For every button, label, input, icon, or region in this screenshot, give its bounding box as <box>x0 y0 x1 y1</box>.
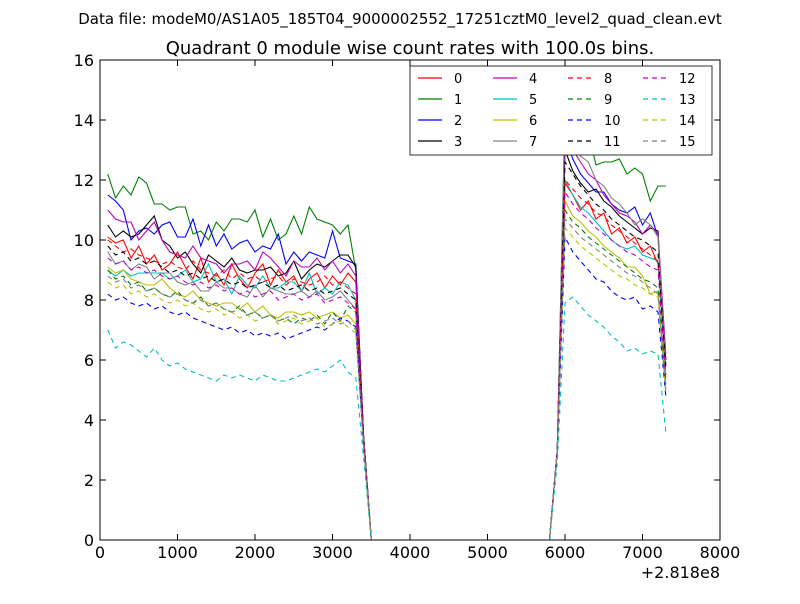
legend-label-0: 0 <box>454 72 462 87</box>
legend-label-14: 14 <box>679 114 696 129</box>
x-tick-label: 6000 <box>545 543 586 562</box>
legend-label-2: 2 <box>454 114 462 129</box>
y-tick-label: 6 <box>84 351 94 370</box>
x-tick-label: 8000 <box>700 543 741 562</box>
y-tick-label: 4 <box>84 411 94 430</box>
legend-label-10: 10 <box>604 114 621 129</box>
legend-label-9: 9 <box>604 93 612 108</box>
series-line-5 <box>107 177 667 540</box>
x-tick-label: 7000 <box>622 543 663 562</box>
legend-frame <box>409 65 713 156</box>
y-tick-label: 16 <box>74 51 94 70</box>
x-offset-label: +2.818e8 <box>641 563 720 582</box>
y-tick-label: 0 <box>84 531 94 550</box>
figure-suptitle: Data file: modeM0/AS1A05_185T04_90000025… <box>78 10 722 29</box>
legend-label-15: 15 <box>679 135 696 150</box>
series-line-2 <box>107 134 667 540</box>
legend-label-12: 12 <box>679 72 696 87</box>
y-tick-label: 14 <box>74 111 94 130</box>
y-tick-label: 8 <box>84 291 94 310</box>
legend-label-8: 8 <box>604 72 612 87</box>
series-line-10 <box>107 234 667 540</box>
series-line-3 <box>107 149 667 540</box>
y-tick-label: 10 <box>74 231 94 250</box>
legend-label-1: 1 <box>454 93 462 108</box>
legend-label-7: 7 <box>529 135 537 150</box>
series-line-15 <box>107 217 667 540</box>
y-tick-label: 2 <box>84 471 94 490</box>
series-line-9 <box>107 208 667 540</box>
series-line-13 <box>107 296 667 540</box>
legend-label-13: 13 <box>679 93 696 108</box>
legend-label-5: 5 <box>529 93 537 108</box>
x-tick-label: 4000 <box>390 543 431 562</box>
y-tick-label: 12 <box>74 171 94 190</box>
series-line-14 <box>107 226 667 540</box>
x-tick-label: 3000 <box>312 543 353 562</box>
x-tick-label: 0 <box>95 543 105 562</box>
x-tick-label: 5000 <box>467 543 508 562</box>
legend-label-6: 6 <box>529 114 537 129</box>
chart-title: Quadrant 0 module wise count rates with … <box>166 38 655 59</box>
legend-label-4: 4 <box>529 72 537 87</box>
x-axis: 0 1000 2000 3000 4000 5000 6000 7000 8000 <box>95 60 740 562</box>
legend-label-11: 11 <box>604 135 621 150</box>
series-line-12 <box>107 190 667 540</box>
x-tick-label: 1000 <box>157 543 198 562</box>
legend-label-3: 3 <box>454 135 462 150</box>
series-line-8 <box>107 178 667 540</box>
x-tick-label: 2000 <box>235 543 276 562</box>
